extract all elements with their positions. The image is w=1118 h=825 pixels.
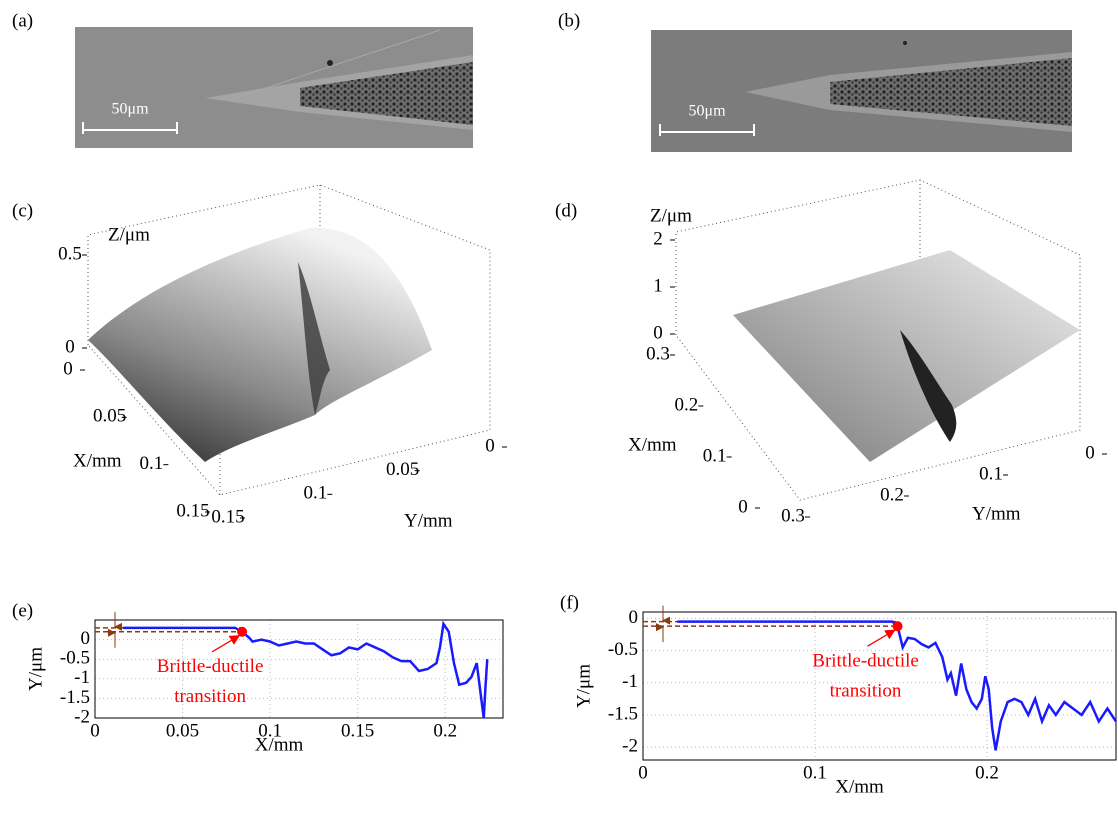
y-tick-label: -2 <box>622 735 638 756</box>
tick-label: 0.5 <box>58 243 82 264</box>
panel-label: (a) <box>12 10 33 31</box>
annotation: transition <box>830 681 902 702</box>
x-axis-label: X/mm <box>255 734 304 755</box>
tick-label: 0.05 <box>93 406 126 427</box>
y-tick-label: -1.5 <box>60 687 90 708</box>
x-tick-label: 0.2 <box>975 762 999 783</box>
y-tick-label: -1 <box>622 671 638 692</box>
x-tick-label: 0 <box>638 762 648 783</box>
tick-label: 0 <box>63 358 73 379</box>
axis-label: Y/mm <box>404 510 453 531</box>
scale-bar-label: 50μm <box>111 101 149 118</box>
x-tick-label: 0.1 <box>803 762 827 783</box>
transition-point <box>892 621 903 632</box>
x-tick-label: 0.2 <box>433 720 457 741</box>
axis-label: X/mm <box>628 434 677 455</box>
tick-label: 0.2 <box>880 484 904 505</box>
panel-label: (d) <box>555 200 577 221</box>
annotation: Brittle-ductile <box>812 651 919 672</box>
y-tick-label: -1 <box>74 667 90 688</box>
tick-label: 0 <box>738 496 748 517</box>
tick-label: 0 <box>65 336 75 357</box>
y-axis-label: Y/μm <box>573 664 594 708</box>
data-line <box>677 620 1118 751</box>
y-tick-label: -0.5 <box>60 648 90 669</box>
tick-label: 0.1 <box>979 463 1003 484</box>
annotation: transition <box>174 686 246 707</box>
y-axis-label: Y/μm <box>25 647 46 691</box>
panel-label: (f) <box>560 592 579 613</box>
tick-label: 0.2 <box>674 394 698 415</box>
data-line <box>123 620 489 719</box>
axis-label: X/mm <box>73 450 122 471</box>
y-tick-label: -1.5 <box>608 703 638 724</box>
micrograph <box>75 27 473 148</box>
y-tick-label: -0.5 <box>608 639 638 660</box>
surface-plot <box>87 184 491 496</box>
tick-label: 0.15 <box>211 506 244 527</box>
axis-label: Z/μm <box>108 224 150 245</box>
y-tick-label: -2 <box>74 706 90 727</box>
axis-label: Y/mm <box>972 503 1021 524</box>
x-axis-label: X/mm <box>835 776 884 797</box>
transition-point <box>237 626 248 637</box>
tick-label: 0 <box>1085 442 1095 463</box>
surface-plot <box>675 179 1081 501</box>
y-tick-label: 0 <box>629 607 639 628</box>
tick-label: 2 <box>653 228 663 249</box>
micrograph <box>651 30 1072 152</box>
tick-label: 0.15 <box>176 500 209 521</box>
tick-label: 0.1 <box>703 445 727 466</box>
x-tick-label: 0.15 <box>341 720 374 741</box>
x-tick-label: 0.1 <box>258 720 282 741</box>
annotation-arrow <box>211 635 241 653</box>
tick-label: 0.3 <box>781 505 805 526</box>
plot-frame <box>642 611 1117 761</box>
axis-label: Z/μm <box>650 205 692 226</box>
panel-label: (c) <box>12 200 33 221</box>
plot-frame <box>94 619 504 719</box>
tick-label: 0 <box>653 322 663 343</box>
tick-label: 0.1 <box>139 453 163 474</box>
tick-label: 1 <box>653 275 663 296</box>
tick-label: 0 <box>485 435 495 456</box>
x-tick-label: 0.05 <box>166 720 199 741</box>
scale-bar-label: 50μm <box>688 103 726 120</box>
y-tick-label: 0 <box>81 628 91 649</box>
annotation-arrow <box>867 629 896 647</box>
tick-label: 0.05 <box>386 459 419 480</box>
annotation: Brittle-ductile <box>157 656 264 677</box>
tick-label: 0.3 <box>646 343 670 364</box>
panel-label: (e) <box>12 600 33 621</box>
tick-label: 0.1 <box>303 483 327 504</box>
x-tick-label: 0 <box>90 720 100 741</box>
panel-label: (b) <box>558 10 580 31</box>
